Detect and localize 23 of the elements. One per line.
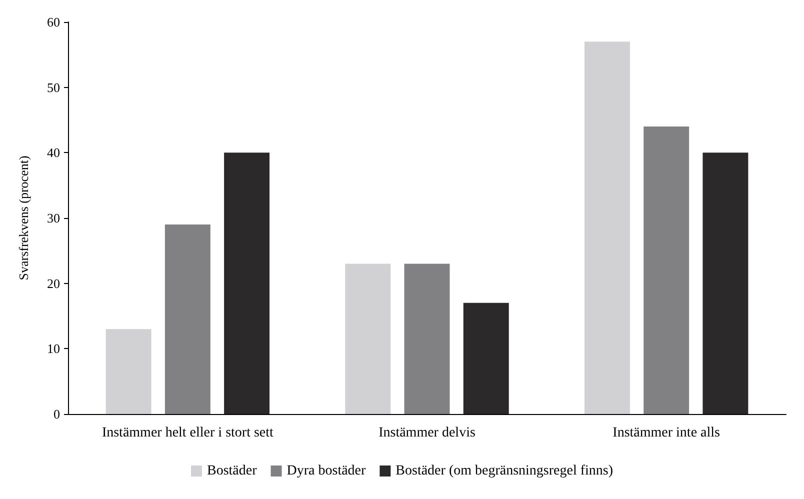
legend-label: Bostäder (om begränsningsregel finns) — [396, 464, 614, 478]
bar — [463, 302, 509, 414]
y-axis-title: Svarsfrekvens (procent) — [16, 156, 31, 280]
bar — [584, 42, 630, 414]
x-tick-label: Instämmer inte alls — [612, 426, 720, 440]
bar — [404, 264, 450, 414]
y-tick-label: 50 — [47, 80, 60, 95]
legend-label: Dyra bostäder — [286, 464, 366, 478]
bar — [106, 329, 152, 414]
y-tick-label: 60 — [47, 14, 60, 30]
bar — [644, 126, 690, 414]
x-tick-label: Instämmer delvis — [378, 426, 476, 440]
x-tick-label: Instämmer helt eller i stort sett — [102, 426, 274, 440]
y-tick-label: 40 — [47, 145, 60, 160]
bar — [224, 152, 270, 414]
y-tick-label: 30 — [47, 210, 60, 226]
bar — [164, 224, 210, 414]
bar — [702, 152, 748, 414]
y-tick-label: 0 — [54, 406, 60, 422]
bar — [345, 264, 391, 414]
legend-label: Bostäder — [206, 464, 258, 478]
y-tick-label: 10 — [47, 341, 60, 356]
y-tick-label: 20 — [47, 276, 60, 291]
